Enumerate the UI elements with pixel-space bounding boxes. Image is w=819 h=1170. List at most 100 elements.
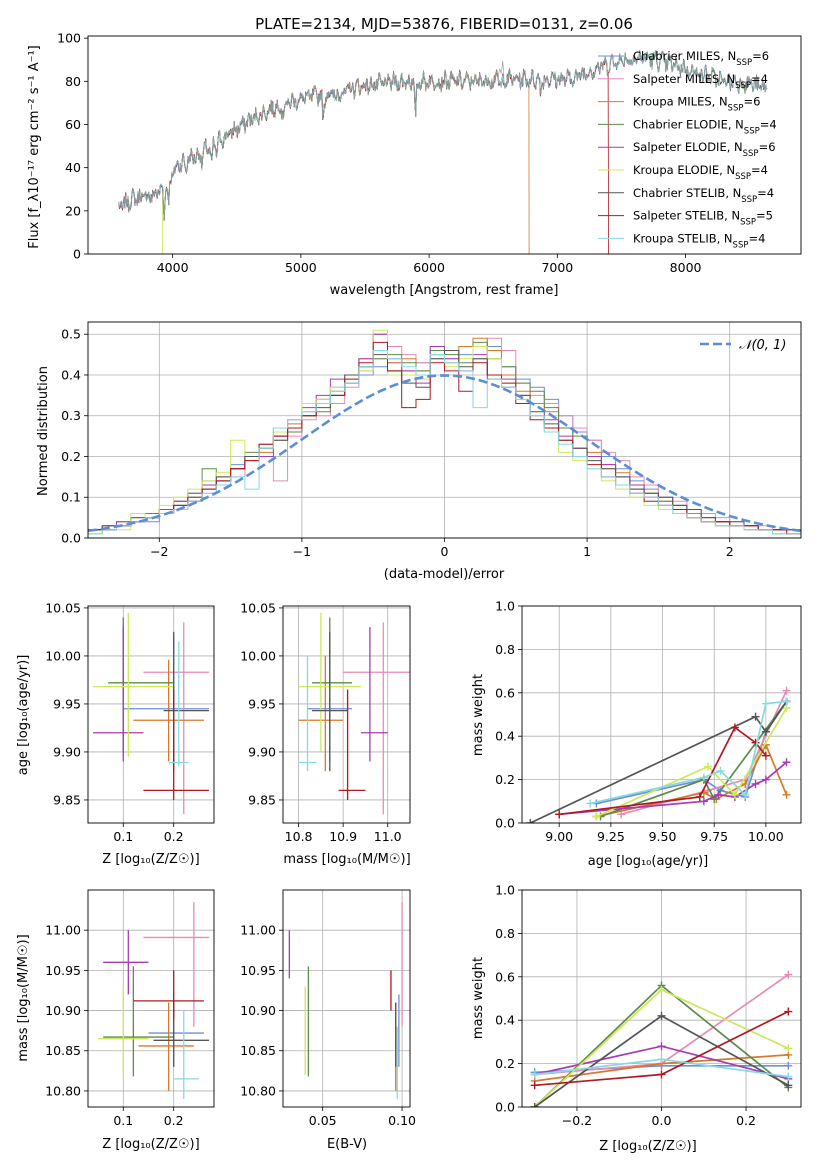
legend-subscript: SSP <box>743 149 759 159</box>
residuals-frame <box>87 321 802 539</box>
weight-point-marker <box>657 1070 666 1079</box>
age_weights-marks <box>526 686 791 823</box>
age-mass-weight-y-label: mass weight <box>471 674 486 756</box>
residuals-x-tick-label: −1 <box>293 544 311 559</box>
weight-point-marker <box>751 779 760 788</box>
mass_vs_z-marks <box>98 902 209 1099</box>
age-vs-metallicity-y-label: age [log₁₀(age/yr)] <box>16 655 31 776</box>
age_vs_z-y-tick-label: 9.90 <box>53 744 81 759</box>
weight-point-marker <box>784 970 793 979</box>
z_weights-frame <box>521 889 802 1108</box>
spectrum-y-tick-label: 60 <box>65 117 81 132</box>
age_weights-y-tick-label: 0.2 <box>495 772 515 787</box>
age_vs_mass-x-tick-label: 10.8 <box>285 829 313 844</box>
age-mass-weight-x-label: age [log₁₀(age/yr)] <box>588 854 709 869</box>
weight-point-marker <box>741 790 750 799</box>
residuals-y-label: Normed distribution <box>36 366 51 496</box>
age_vs_z-x-tick-label: 0.1 <box>113 829 133 844</box>
age_vs_z-y-tick-label: 9.85 <box>53 792 81 807</box>
age_vs_z-axes: 0.1 0.2 9.85 9.90 9.95 10.00 10.05 <box>45 600 215 844</box>
spectrum-x-tick-label: 6000 <box>413 260 445 275</box>
residuals-y-tick-label: 0.5 <box>61 327 81 342</box>
spectrum-title: PLATE=2134, MJD=53876, FIBERID=0131, z=0… <box>255 15 633 33</box>
weight-point-marker <box>699 797 708 806</box>
spectrum-x-tick-label: 8000 <box>670 260 702 275</box>
mass_vs_ebv-y-tick-label: 10.95 <box>240 963 276 978</box>
residuals-marks <box>88 329 801 538</box>
age_weights-x-tick-label: 9.25 <box>597 829 625 844</box>
metallicity-mass-weight-x-label: Z [log₁₀(Z/Z☉)] <box>599 1139 696 1154</box>
mass_vs_ebv-y-tick-label: 10.85 <box>240 1043 276 1058</box>
legend-subscript: SSP <box>735 81 751 91</box>
mass_vs_z-x-tick-label: 0.1 <box>113 1113 133 1128</box>
residuals-plot: −2 −1 0 1 2 0.0 0.1 0.2 0.3 0.4 0.5 𝒩(0, 1) <box>61 321 802 559</box>
age-mass-weight-panel: 9.00 9.25 9.50 9.75 10.000.00.20.40.60.81.0 … <box>471 599 802 869</box>
weight-point-marker <box>526 819 535 823</box>
spectrum-x-tick-label: 7000 <box>541 260 573 275</box>
spectrum-y-tick-label: 40 <box>65 160 81 175</box>
mass_vs_z-y-tick-label: 10.85 <box>45 1043 81 1058</box>
age_weights-y-tick-label: 0.4 <box>495 729 515 744</box>
mass_vs_z-y-tick-label: 10.80 <box>45 1083 81 1098</box>
weight-point-marker <box>592 812 601 821</box>
spectrum-observed-line <box>118 49 768 221</box>
weight-point-marker <box>695 792 704 801</box>
weight-point-marker <box>784 1061 793 1070</box>
age_vs_z-marks <box>93 612 209 815</box>
spectrum-y-tick-label: 0 <box>73 247 81 262</box>
legend-label: 𝒩(0, 1) <box>739 338 786 353</box>
residuals-x-tick-label: 2 <box>726 544 734 559</box>
weight-point-marker <box>586 799 595 808</box>
weight-point-marker <box>730 723 739 732</box>
weight-point-marker <box>751 738 760 747</box>
z_weights-x-tick-label: −0.2 <box>562 1113 592 1128</box>
mass_vs_z-axes: 0.1 0.2 10.80 10.85 10.90 10.95 11.00 <box>45 889 215 1128</box>
age_vs_mass-marks <box>298 612 410 815</box>
legend-subscript: SSP <box>728 104 744 114</box>
spectrum-y-tick-label: 100 <box>57 31 81 46</box>
mass_vs_ebv-y-tick-label: 11.00 <box>240 923 276 938</box>
age-vs-metallicity-x-label: Z [log₁₀(Z/Z☉)] <box>102 852 199 867</box>
age-vs-mass-x-label: mass [log₁₀(M/M☉)] <box>283 852 410 867</box>
residuals-x-tick-label: 0 <box>441 544 449 559</box>
mass_vs_ebv-axes: 0.05 0.10 10.80 10.85 10.90 10.95 11.00 <box>240 889 416 1128</box>
weight-point-marker <box>782 697 791 706</box>
mass-vs-metallicity-x-label: Z [log₁₀(Z/Z☉)] <box>102 1137 199 1152</box>
age_weights-frame <box>521 605 802 824</box>
mass_vs_ebv-marks <box>288 902 403 1099</box>
residuals-axes: −2 −1 0 1 2 0.0 0.1 0.2 0.3 0.4 0.5 𝒩(0, 1) <box>61 321 802 559</box>
age-vs-mass-plot: 10.8 10.9 11.0 9.85 9.90 9.95 10.00 10.05 <box>240 600 411 844</box>
spectrum-x-label: wavelength [Angstrom, rest frame] <box>330 283 559 298</box>
mass-vs-extinction-plot: 0.05 0.10 10.80 10.85 10.90 10.95 11.00 <box>240 889 416 1128</box>
weight-point-marker <box>782 790 791 799</box>
age_vs_z-x-tick-label: 0.2 <box>164 829 184 844</box>
weight-point-marker <box>761 699 770 708</box>
age_vs_mass-y-tick-label: 10.05 <box>240 600 276 615</box>
mass_vs_ebv-x-tick-label: 0.10 <box>388 1113 416 1128</box>
age_weights-y-tick-label: 0.8 <box>495 642 515 657</box>
age_vs_mass-y-tick-label: 9.90 <box>248 744 276 759</box>
metallicity-mass-weight-plot: −0.2 0.0 0.2 0.0 0.2 0.4 0.6 0.8 1.0 <box>495 883 802 1128</box>
age-mass-weight-plot: 9.00 9.25 9.50 9.75 10.00 0.0 0.2 0.4 0.6 0.8 1.0 <box>495 599 802 844</box>
spectrum-frame <box>87 35 802 255</box>
legend-subscript: SSP <box>733 240 749 250</box>
weight-point-marker <box>555 810 564 819</box>
age_vs_mass-frame <box>282 605 411 824</box>
z_weights-x-tick-label: 0.0 <box>652 1113 672 1128</box>
residuals-y-tick-label: 0.4 <box>61 367 81 382</box>
age_vs_mass-y-tick-label: 10.00 <box>240 648 276 663</box>
mass-vs-metallicity-plot: 0.1 0.2 10.80 10.85 10.90 10.95 11.00 <box>45 889 215 1128</box>
weight-point-marker <box>657 1011 666 1020</box>
age_weights-axes: 9.00 9.25 9.50 9.75 10.00 0.0 0.2 0.4 0.6 0.8 1.0 <box>495 599 802 844</box>
weight-point-marker <box>782 686 791 695</box>
weight-point-marker <box>530 1081 539 1090</box>
age_vs_mass-x-tick-label: 10.9 <box>329 829 357 844</box>
age_vs_mass-grid <box>283 606 410 823</box>
spectrum-x-tick-label: 5000 <box>285 260 317 275</box>
residuals-x-tick-label: 1 <box>583 544 591 559</box>
age_vs_mass-x-tick-label: 11.0 <box>374 829 402 844</box>
spectrum-y-tick-label: 20 <box>65 203 81 218</box>
residuals-x-tick-label: −2 <box>150 544 168 559</box>
residuals-y-tick-label: 0.1 <box>61 490 81 505</box>
